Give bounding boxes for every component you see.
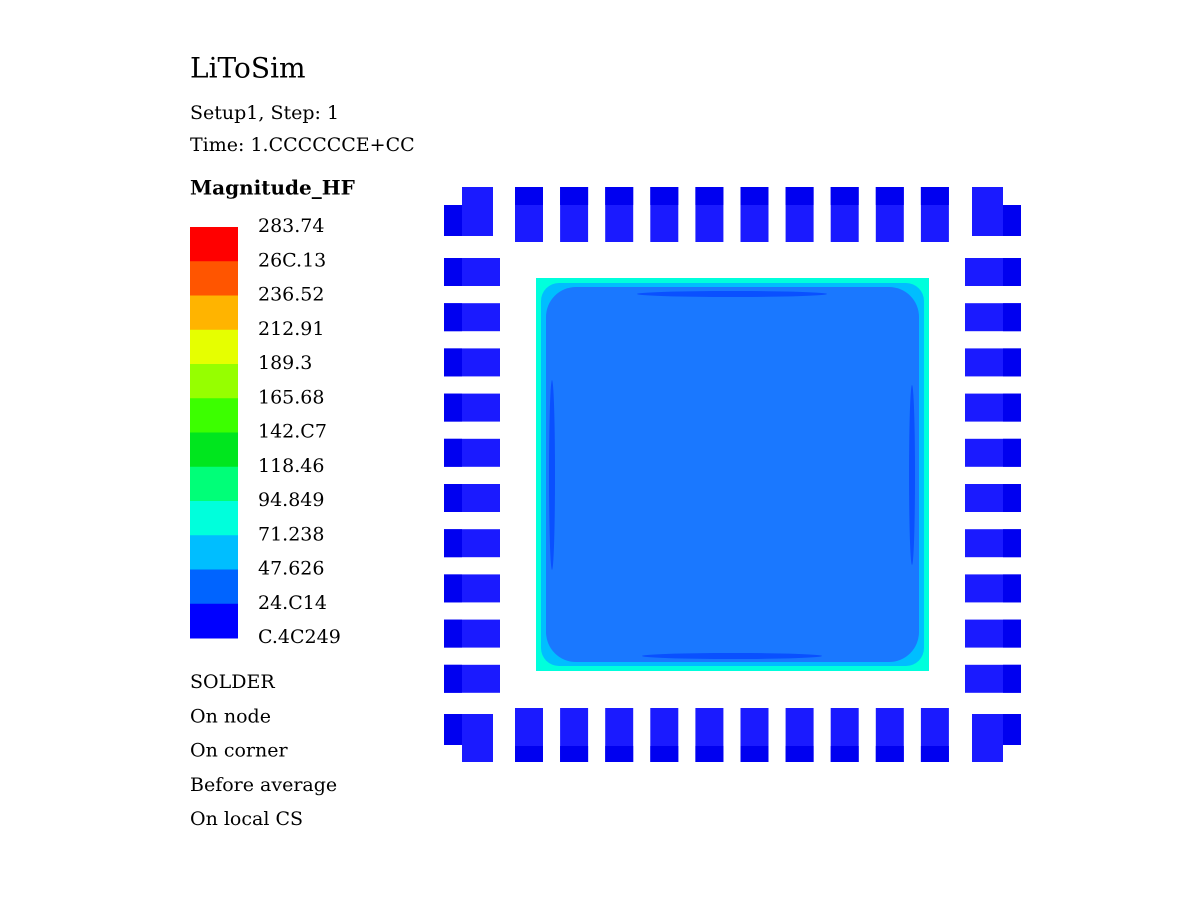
pad-edge [444, 484, 462, 512]
legend-label: 189.3 [258, 352, 312, 374]
color-band [190, 535, 238, 570]
legend: 283.74 26C.13 236.52 212.91 189.3 165.68 142.C… [190, 215, 341, 648]
note: On local CS [190, 808, 303, 830]
pad-edge [650, 187, 679, 205]
corner-pad-edge [1003, 205, 1021, 236]
corner-pad [462, 187, 493, 236]
pad-edge [1003, 529, 1021, 558]
corner-pad-edge [1003, 714, 1021, 745]
app-title: LiToSim [190, 52, 306, 85]
pad-edge [1003, 574, 1021, 603]
color-band [190, 227, 238, 262]
pad-edge [444, 258, 462, 286]
pad-edge [875, 746, 904, 762]
legend-label: 236.52 [258, 284, 324, 306]
pad-edge [1003, 619, 1021, 648]
pad-edge [650, 746, 679, 762]
note: On corner [190, 740, 288, 762]
pad-edge [740, 187, 769, 205]
color-band [190, 261, 238, 296]
time-info: Time: 1.CCCCCCE+CC [190, 134, 415, 156]
pad-edge [605, 187, 634, 205]
pad-edge [444, 619, 462, 648]
pad-edge [695, 746, 724, 762]
pad-edge [444, 393, 462, 422]
legend-label: C.4C249 [258, 626, 341, 648]
legend-title: Magnitude_HF [190, 176, 355, 200]
step-info: Setup1, Step: 1 [190, 102, 339, 124]
color-band [190, 432, 238, 468]
pad-edge [1003, 258, 1021, 286]
pad-edge [444, 348, 462, 377]
pad-edge [875, 187, 904, 205]
die-spot [642, 653, 822, 659]
pad-edge [560, 187, 589, 205]
note: SOLDER [190, 671, 275, 693]
pad-edge [785, 187, 814, 205]
model-view [444, 187, 1021, 762]
corner-pad-edge [444, 205, 462, 236]
pad-edge [1003, 348, 1021, 377]
legend-label: 47.626 [258, 558, 324, 580]
pad-edge [515, 746, 543, 762]
pad-edge [444, 438, 462, 467]
pad-edge [1003, 393, 1021, 422]
corner-pad [462, 714, 493, 762]
pad-edge [515, 187, 543, 205]
pad-edge [444, 664, 462, 693]
pad-edge [740, 746, 769, 762]
legend-label: 118.46 [258, 455, 324, 477]
pad-edge [830, 746, 859, 762]
legend-label: 26C.13 [258, 249, 326, 271]
legend-label: 165.68 [258, 386, 324, 408]
pad-edge [695, 187, 724, 205]
legend-label: 283.74 [258, 215, 324, 237]
pad-edge [830, 187, 859, 205]
pad-edge [444, 574, 462, 603]
corner-pad [972, 714, 1003, 762]
die-spot [549, 380, 555, 570]
pad-edge [785, 746, 814, 762]
notes: SOLDER On node On corner Before average On l… [190, 671, 337, 830]
pad-edge [1003, 664, 1021, 693]
corner-pad [972, 187, 1003, 236]
color-band [190, 398, 238, 433]
color-band [190, 603, 238, 639]
pad-edge [1003, 438, 1021, 467]
pad-edge [444, 303, 462, 332]
die-core [546, 287, 919, 662]
die-spot [637, 291, 827, 297]
die-spot [909, 385, 915, 565]
note: Before average [190, 774, 337, 796]
color-band [190, 329, 238, 365]
pad-edge [1003, 484, 1021, 512]
legend-label: 71.238 [258, 523, 324, 545]
legend-label: 24.C14 [258, 592, 327, 614]
color-band [190, 295, 238, 331]
pad-edge [920, 187, 949, 205]
legend-label: 142.C7 [258, 421, 327, 443]
legend-label: 94.849 [258, 489, 324, 511]
color-band [190, 569, 238, 605]
legend-label: 212.91 [258, 318, 324, 340]
pad-edge [920, 746, 949, 762]
color-band [190, 466, 238, 502]
corner-pad-edge [444, 714, 462, 745]
pad-edge [1003, 303, 1021, 332]
pad-edge [560, 746, 589, 762]
color-band [190, 501, 238, 536]
pad-edge [444, 529, 462, 558]
note: On node [190, 705, 271, 727]
pad-edge [605, 746, 634, 762]
color-band [190, 364, 238, 399]
